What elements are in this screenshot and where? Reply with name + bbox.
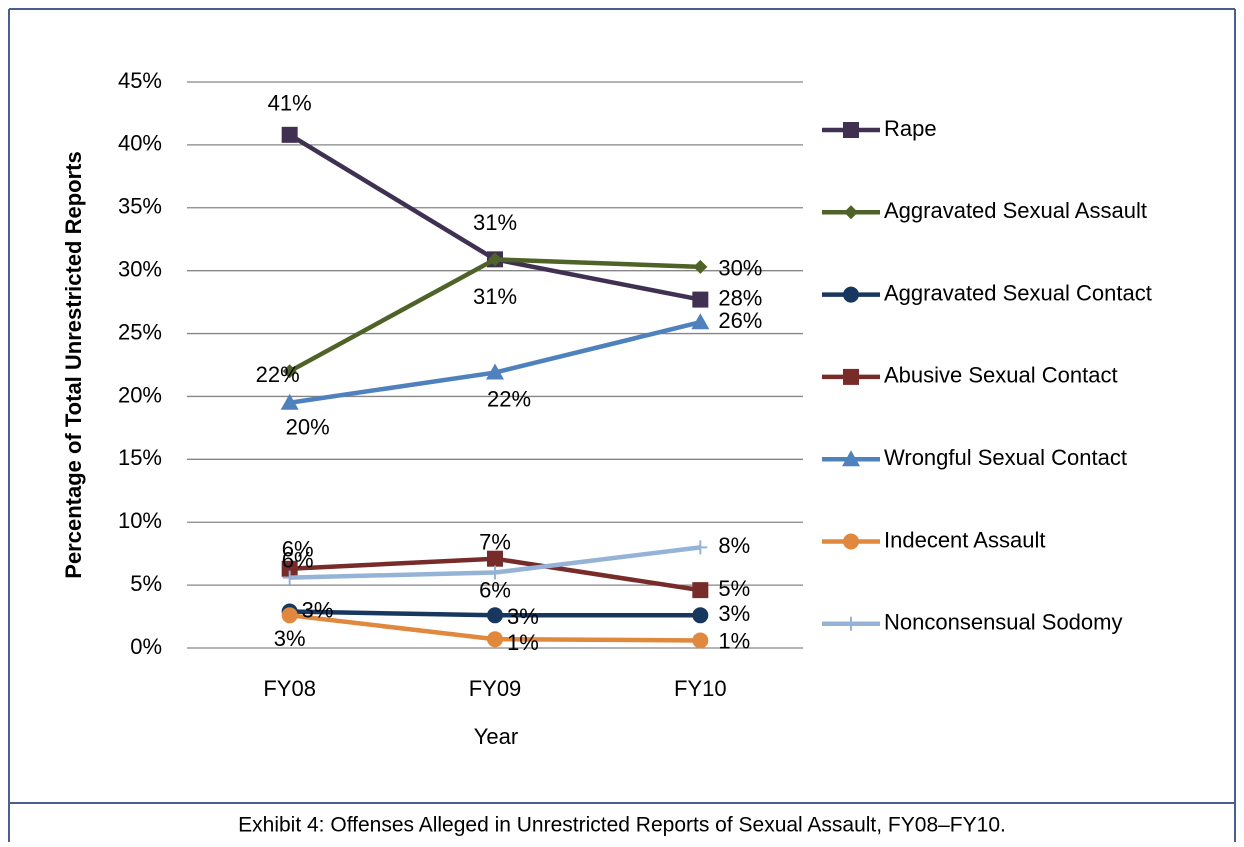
y-tick-label: 10%: [118, 508, 162, 533]
data-label: 30%: [718, 256, 762, 281]
frame: [8, 8, 1236, 842]
x-tick-label: FY09: [469, 676, 522, 701]
marker: [281, 560, 298, 577]
legend-label: Nonconsensual Sodomy: [884, 610, 1122, 635]
data-label: 3%: [507, 604, 539, 629]
marker: [281, 126, 298, 143]
marker: [844, 616, 858, 631]
grid: 0% 5% 10% 15% 20% 25% 30% 35% 40% 45% FY08 FY09 FY10: [118, 68, 803, 701]
marker: [844, 205, 858, 220]
x-tick-label: FY08: [263, 676, 316, 701]
data-label: 8%: [718, 533, 750, 558]
marker: [692, 607, 709, 624]
marker: [281, 607, 298, 624]
y-tick-label: 0%: [130, 634, 162, 659]
x-tick-label: FY10: [674, 676, 727, 701]
marker: [843, 533, 859, 550]
y-tick-label: 15%: [118, 445, 162, 470]
marker: [692, 291, 709, 308]
data-label: 6%: [479, 577, 511, 602]
marker: [486, 363, 504, 380]
y-tick-label: 25%: [118, 319, 162, 344]
legend-label: Aggravated Sexual Assault: [884, 198, 1147, 223]
marker: [693, 259, 708, 274]
legend-label: Abusive Sexual Contact: [884, 363, 1118, 388]
marker: [488, 252, 502, 267]
data-label: 5%: [718, 576, 750, 601]
marker: [692, 582, 709, 599]
data-labels: 41%31% 28%22%31%30%3% 3% 3%6% 7%5%20%22%26%3…: [256, 91, 763, 655]
marker: [282, 364, 297, 379]
marker: [843, 286, 859, 303]
x-axis-title: Year: [474, 724, 518, 749]
y-tick-label: 40%: [118, 131, 162, 156]
marker: [843, 368, 859, 385]
marker: [488, 565, 502, 580]
data-label: 1%: [507, 630, 539, 655]
data-label: 41%: [268, 91, 312, 116]
legend-label: Aggravated Sexual Contact: [884, 280, 1152, 305]
marker: [487, 607, 503, 624]
data-label: 31%: [473, 284, 517, 309]
y-tick-label: 5%: [130, 571, 162, 596]
marker: [842, 450, 860, 467]
data-label: 1%: [718, 628, 750, 653]
data-label: 6%: [282, 547, 314, 572]
data-label: 3%: [302, 597, 334, 622]
y-axis-title: Percentage of Total Unrestricted Reports: [61, 151, 86, 578]
y-tick-label: 20%: [118, 382, 162, 407]
legend-label: Indecent Assault: [884, 527, 1045, 552]
data-label: 3%: [274, 626, 306, 651]
series-line: [288, 257, 701, 374]
marker: [693, 540, 708, 555]
marker: [843, 122, 859, 138]
caption: Exhibit 4: Offenses Alleged in Unrestric…: [238, 814, 1006, 837]
data-label: 7%: [479, 530, 511, 555]
data-label: 3%: [718, 601, 750, 626]
marker: [282, 570, 297, 585]
y-tick-label: 30%: [118, 256, 162, 281]
marker: [487, 631, 503, 648]
data-label: 6%: [282, 537, 314, 562]
legend-label: Rape: [884, 116, 937, 141]
data-label: 20%: [286, 415, 330, 440]
legend: Rape Aggravated Sexual Assault Aggravated …: [822, 116, 1152, 635]
data-label: 31%: [473, 210, 517, 235]
marker: [691, 313, 710, 330]
data-label: 22%: [487, 386, 531, 411]
y-tick-label: 45%: [118, 68, 162, 93]
data-label: 22%: [256, 362, 300, 387]
plot: [280, 126, 710, 649]
marker: [692, 632, 709, 649]
data-label: 26%: [718, 308, 762, 333]
y-tick-label: 35%: [118, 194, 162, 219]
marker: [487, 550, 503, 567]
data-label: 28%: [718, 285, 762, 310]
marker: [280, 393, 299, 410]
legend-label: Wrongful Sexual Contact: [884, 445, 1127, 470]
